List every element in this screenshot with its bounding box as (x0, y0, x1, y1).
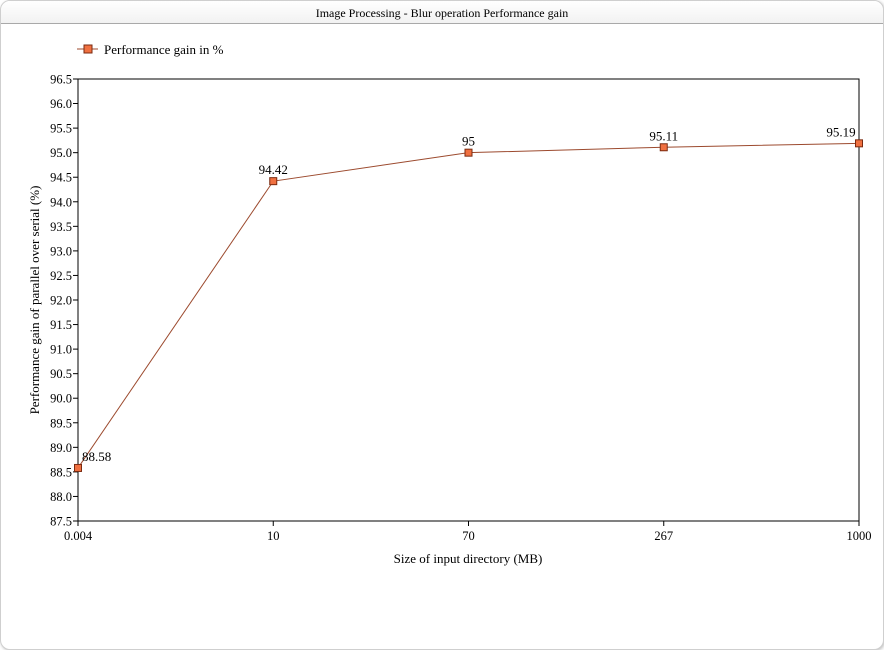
data-label: 95 (462, 134, 475, 149)
y-tick-label: 94.0 (50, 195, 72, 209)
data-point-marker (74, 463, 82, 472)
x-tick-label: 10 (267, 529, 280, 543)
data-point-marker (855, 139, 863, 148)
y-tick-label: 92.5 (50, 269, 72, 283)
legend: Performance gain in % (77, 42, 224, 57)
y-tick-label: 93.5 (50, 220, 72, 234)
data-label: 95.19 (826, 124, 855, 139)
data-point-marker (269, 177, 278, 186)
y-tick-label: 90.5 (50, 367, 72, 381)
y-axis: 87.5 88.0 88.5 89.0 89.5 90.0 90.5 91.0 91.5 92.0… (50, 73, 78, 529)
data-label: 94.42 (259, 162, 288, 177)
window-title: Image Processing - Blur operation Perfor… (1, 1, 883, 24)
data-point-marker (659, 143, 668, 152)
y-tick-label: 89.5 (50, 416, 72, 430)
y-tick-label: 96.5 (50, 73, 72, 87)
y-tick-label: 93.0 (50, 244, 72, 258)
y-tick-label: 87.5 (50, 515, 72, 529)
x-tick-label: 0.004 (64, 529, 93, 543)
legend-label: Performance gain in % (104, 42, 224, 57)
x-tick-label: 70 (462, 529, 475, 543)
y-tick-label: 91.5 (50, 318, 72, 332)
y-tick-label: 96.0 (50, 97, 72, 111)
series-performance-gain: 88.58 94.42 95 95.11 95.19 (74, 124, 863, 472)
x-axis: 0.004 10 70 267 1000 (64, 521, 872, 543)
y-tick-label: 89.0 (50, 441, 72, 455)
y-tick-label: 92.0 (50, 294, 72, 308)
x-axis-title: Size of input directory (MB) (394, 551, 543, 566)
legend-marker (83, 44, 93, 54)
y-tick-label: 88.5 (50, 465, 72, 479)
y-tick-label: 95.0 (50, 146, 72, 160)
line-chart: Performance gain in % Size of input dire… (27, 42, 872, 566)
y-tick-label: 95.5 (50, 122, 72, 136)
data-label: 88.58 (82, 449, 111, 464)
data-point-marker (464, 148, 473, 157)
y-tick-label: 91.0 (50, 343, 72, 357)
series-line (77, 142, 860, 469)
x-tick-label: 1000 (847, 529, 872, 543)
y-tick-label: 90.0 (50, 392, 72, 406)
y-axis-title: Performance gain of parallel over serial… (27, 186, 42, 415)
y-tick-label: 94.5 (50, 171, 72, 185)
data-label: 95.11 (649, 128, 678, 143)
y-tick-label: 88.0 (50, 490, 72, 504)
x-tick-label: 267 (654, 529, 673, 543)
